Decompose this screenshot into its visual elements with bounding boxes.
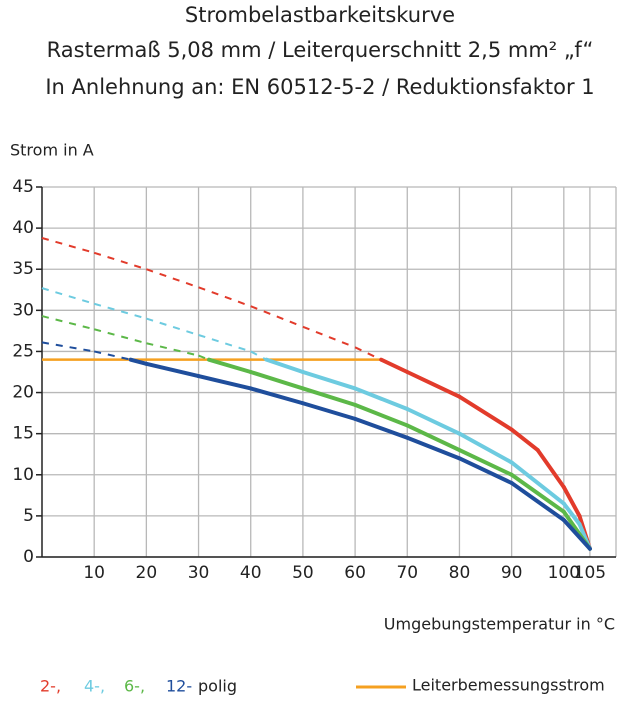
y-axis-label: Strom in A (10, 141, 94, 160)
curve (300, 401, 358, 421)
curve-dashed (93, 350, 131, 361)
curve (405, 423, 462, 453)
x-tick-label: 20 (136, 563, 158, 583)
chart-subtitle: Rastermaß 5,08 mm / Leiterquerschnitt 2,… (47, 38, 594, 62)
curve (405, 370, 462, 399)
x-tick-label: 40 (240, 563, 262, 583)
x-tick-label: 50 (292, 563, 314, 583)
curve-dashed (41, 237, 95, 254)
curve (300, 386, 358, 407)
curve (509, 460, 566, 506)
y-tick-label: 0 (23, 547, 34, 567)
curve-dashed (146, 268, 199, 289)
y-tick-label: 15 (12, 424, 34, 444)
curve (457, 431, 514, 465)
legend-entry: 2-, (40, 677, 61, 696)
curve-dashed (250, 350, 267, 361)
curve (509, 472, 566, 514)
curve-dashed (41, 315, 95, 331)
curve (379, 357, 410, 374)
y-tick-label: 5 (23, 506, 34, 526)
curve-dashed (93, 251, 147, 271)
curve-dashed (198, 286, 252, 308)
y-tick-label: 25 (12, 341, 34, 361)
y-tick-label: 40 (12, 218, 34, 238)
y-tick-label: 10 (12, 465, 34, 485)
curve-dashed (93, 302, 147, 320)
curve-dashed (146, 317, 199, 336)
curve-dashed (41, 341, 95, 353)
y-tick-label: 35 (12, 259, 34, 279)
curve-dashed (198, 354, 210, 361)
legend-entry: 6-, (124, 677, 145, 696)
x-tick-label: 90 (501, 563, 523, 583)
curve (561, 518, 592, 551)
curve-dashed (146, 342, 199, 357)
legend-entry: 4-, (84, 677, 105, 696)
curve (561, 485, 582, 518)
chart-title: Strombelastbarkeitskurve (185, 3, 455, 27)
curve (196, 374, 253, 391)
curve-dashed (93, 328, 147, 345)
curve (405, 407, 462, 436)
curve (264, 357, 305, 374)
x-tick-label: 70 (396, 563, 418, 583)
curve (353, 402, 410, 428)
curve-dashed (41, 287, 95, 305)
curve (128, 357, 149, 366)
curve-dashed (302, 325, 356, 349)
x-axis-label: Umgebungstemperatur in °C (384, 615, 615, 634)
curve (405, 435, 462, 461)
curve (561, 501, 582, 527)
curve (509, 427, 540, 453)
curve (353, 416, 410, 440)
curve (248, 370, 305, 391)
curve-dashed (250, 305, 304, 328)
curve (535, 448, 566, 490)
x-tick-label: 60 (344, 563, 366, 583)
y-tick-label: 20 (12, 383, 34, 403)
legend-entry: 12- (166, 677, 192, 696)
x-tick-label: 105 (574, 563, 606, 583)
x-tick-label: 10 (83, 563, 105, 583)
legend-suffix: polig (198, 677, 237, 696)
curve-dashed (354, 346, 382, 361)
curve (248, 386, 305, 406)
x-tick-label: 80 (449, 563, 471, 583)
curve (144, 361, 201, 379)
legend-entry: Leiterbemessungsstrom (412, 676, 605, 695)
curve (457, 394, 514, 432)
curve (300, 370, 358, 391)
x-tick-label: 100 (548, 563, 580, 583)
x-tick-label: 30 (188, 563, 210, 583)
y-tick-label: 30 (12, 300, 34, 320)
curve (457, 456, 514, 485)
chart-subtitle: In Anlehnung an: EN 60512-5-2 / Reduktio… (45, 75, 594, 99)
y-tick-label: 45 (12, 177, 34, 197)
curve (457, 448, 514, 477)
curve-dashed (198, 334, 252, 353)
curve (509, 481, 566, 522)
curve (353, 386, 410, 411)
curve (206, 357, 253, 374)
